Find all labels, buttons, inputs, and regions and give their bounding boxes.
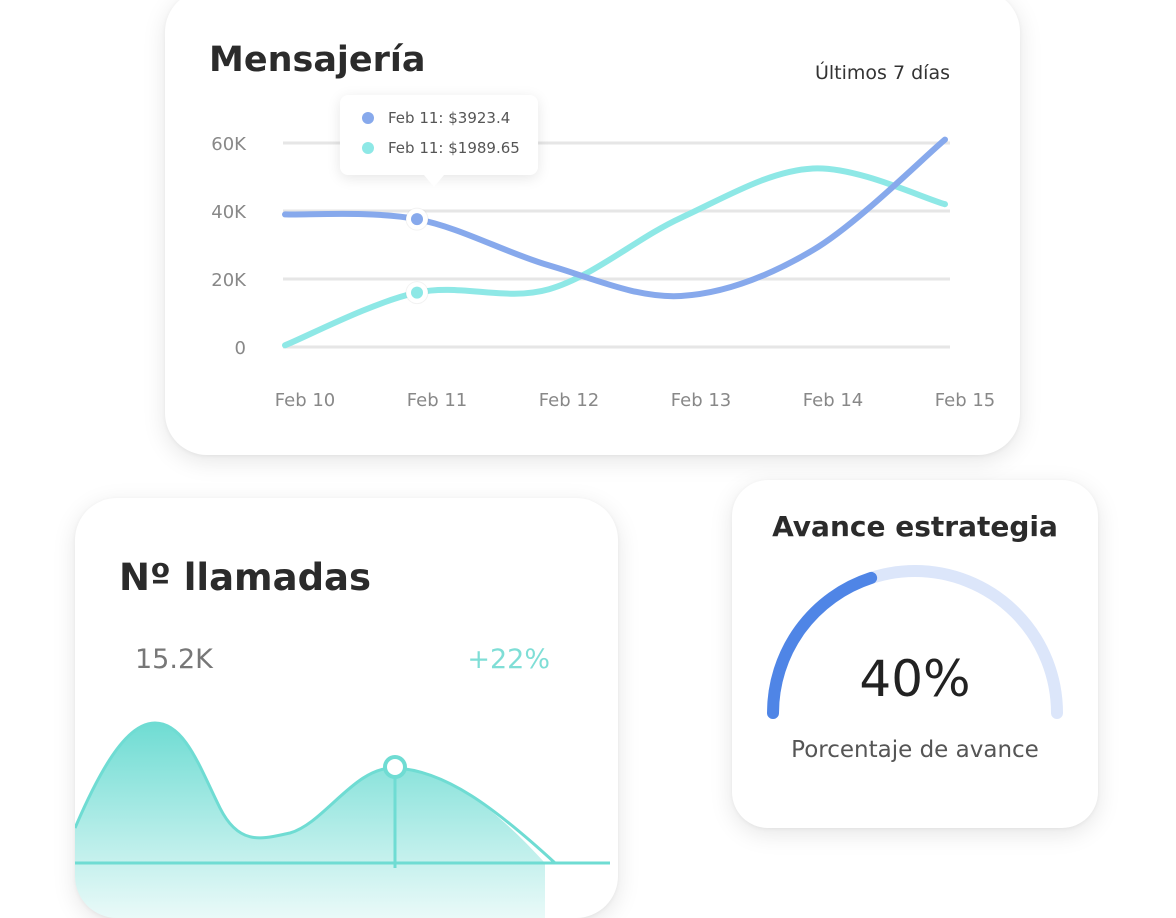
series-dot-icon bbox=[362, 112, 374, 124]
calls-value: 15.2K bbox=[135, 644, 213, 675]
x-tick-label: Feb 13 bbox=[671, 390, 732, 411]
calls-card: Nº llamadas 15.2K +22% bbox=[75, 498, 618, 918]
series-dot-icon bbox=[362, 142, 374, 154]
calls-marker-point[interactable] bbox=[383, 755, 407, 779]
x-tick-label: Feb 12 bbox=[539, 390, 600, 411]
progress-gauge bbox=[767, 565, 1063, 719]
series-line-0 bbox=[282, 136, 948, 300]
calls-area bbox=[75, 723, 545, 918]
x-tick-label: Feb 15 bbox=[935, 390, 996, 411]
x-tick-label: Feb 10 bbox=[275, 390, 336, 411]
strategy-card: Avance estrategia 40% Porcentaje de avan… bbox=[732, 480, 1098, 828]
calls-title: Nº llamadas bbox=[119, 556, 372, 599]
x-tick-label: Feb 11 bbox=[407, 390, 468, 411]
tooltip-row: Feb 11: $3923.4 bbox=[362, 109, 510, 127]
gauge-fill bbox=[767, 571, 878, 719]
y-tick-label: 60K bbox=[211, 134, 247, 155]
messaging-title: Mensajería bbox=[209, 40, 426, 80]
calls-line bbox=[75, 721, 557, 865]
messaging-card: Mensajería Últimos 7 días bbox=[165, 0, 1020, 455]
series-line-1 bbox=[282, 165, 948, 349]
highlight-point-1[interactable] bbox=[411, 286, 423, 299]
tooltip-text: Feb 11: $3923.4 bbox=[388, 109, 511, 127]
tooltip-row: Feb 11: $1989.65 bbox=[362, 139, 520, 157]
tooltip-arrow bbox=[424, 175, 444, 187]
y-tick-label: 20K bbox=[211, 270, 247, 291]
y-tick-label: 40K bbox=[211, 202, 247, 223]
highlight-point-0[interactable] bbox=[411, 213, 423, 226]
tooltip-text: Feb 11: $1989.65 bbox=[388, 139, 520, 157]
calls-area-chart bbox=[75, 721, 610, 918]
y-tick-label: 0 bbox=[235, 338, 246, 359]
gauge-percent: 40% bbox=[859, 650, 971, 708]
calls-change: +22% bbox=[467, 644, 550, 675]
date-range-selector[interactable]: Últimos 7 días bbox=[815, 62, 950, 84]
gauge-label: Porcentaje de avance bbox=[791, 737, 1039, 763]
x-tick-label: Feb 14 bbox=[803, 390, 864, 411]
chart-tooltip: Feb 11: $3923.4 Feb 11: $1989.65 bbox=[340, 95, 538, 187]
messaging-line-chart: 0 20K 40K 60K Feb 10 Feb 11 Feb 12 Feb 13 Feb 14… bbox=[211, 134, 996, 411]
strategy-title: Avance estrategia bbox=[772, 510, 1058, 543]
